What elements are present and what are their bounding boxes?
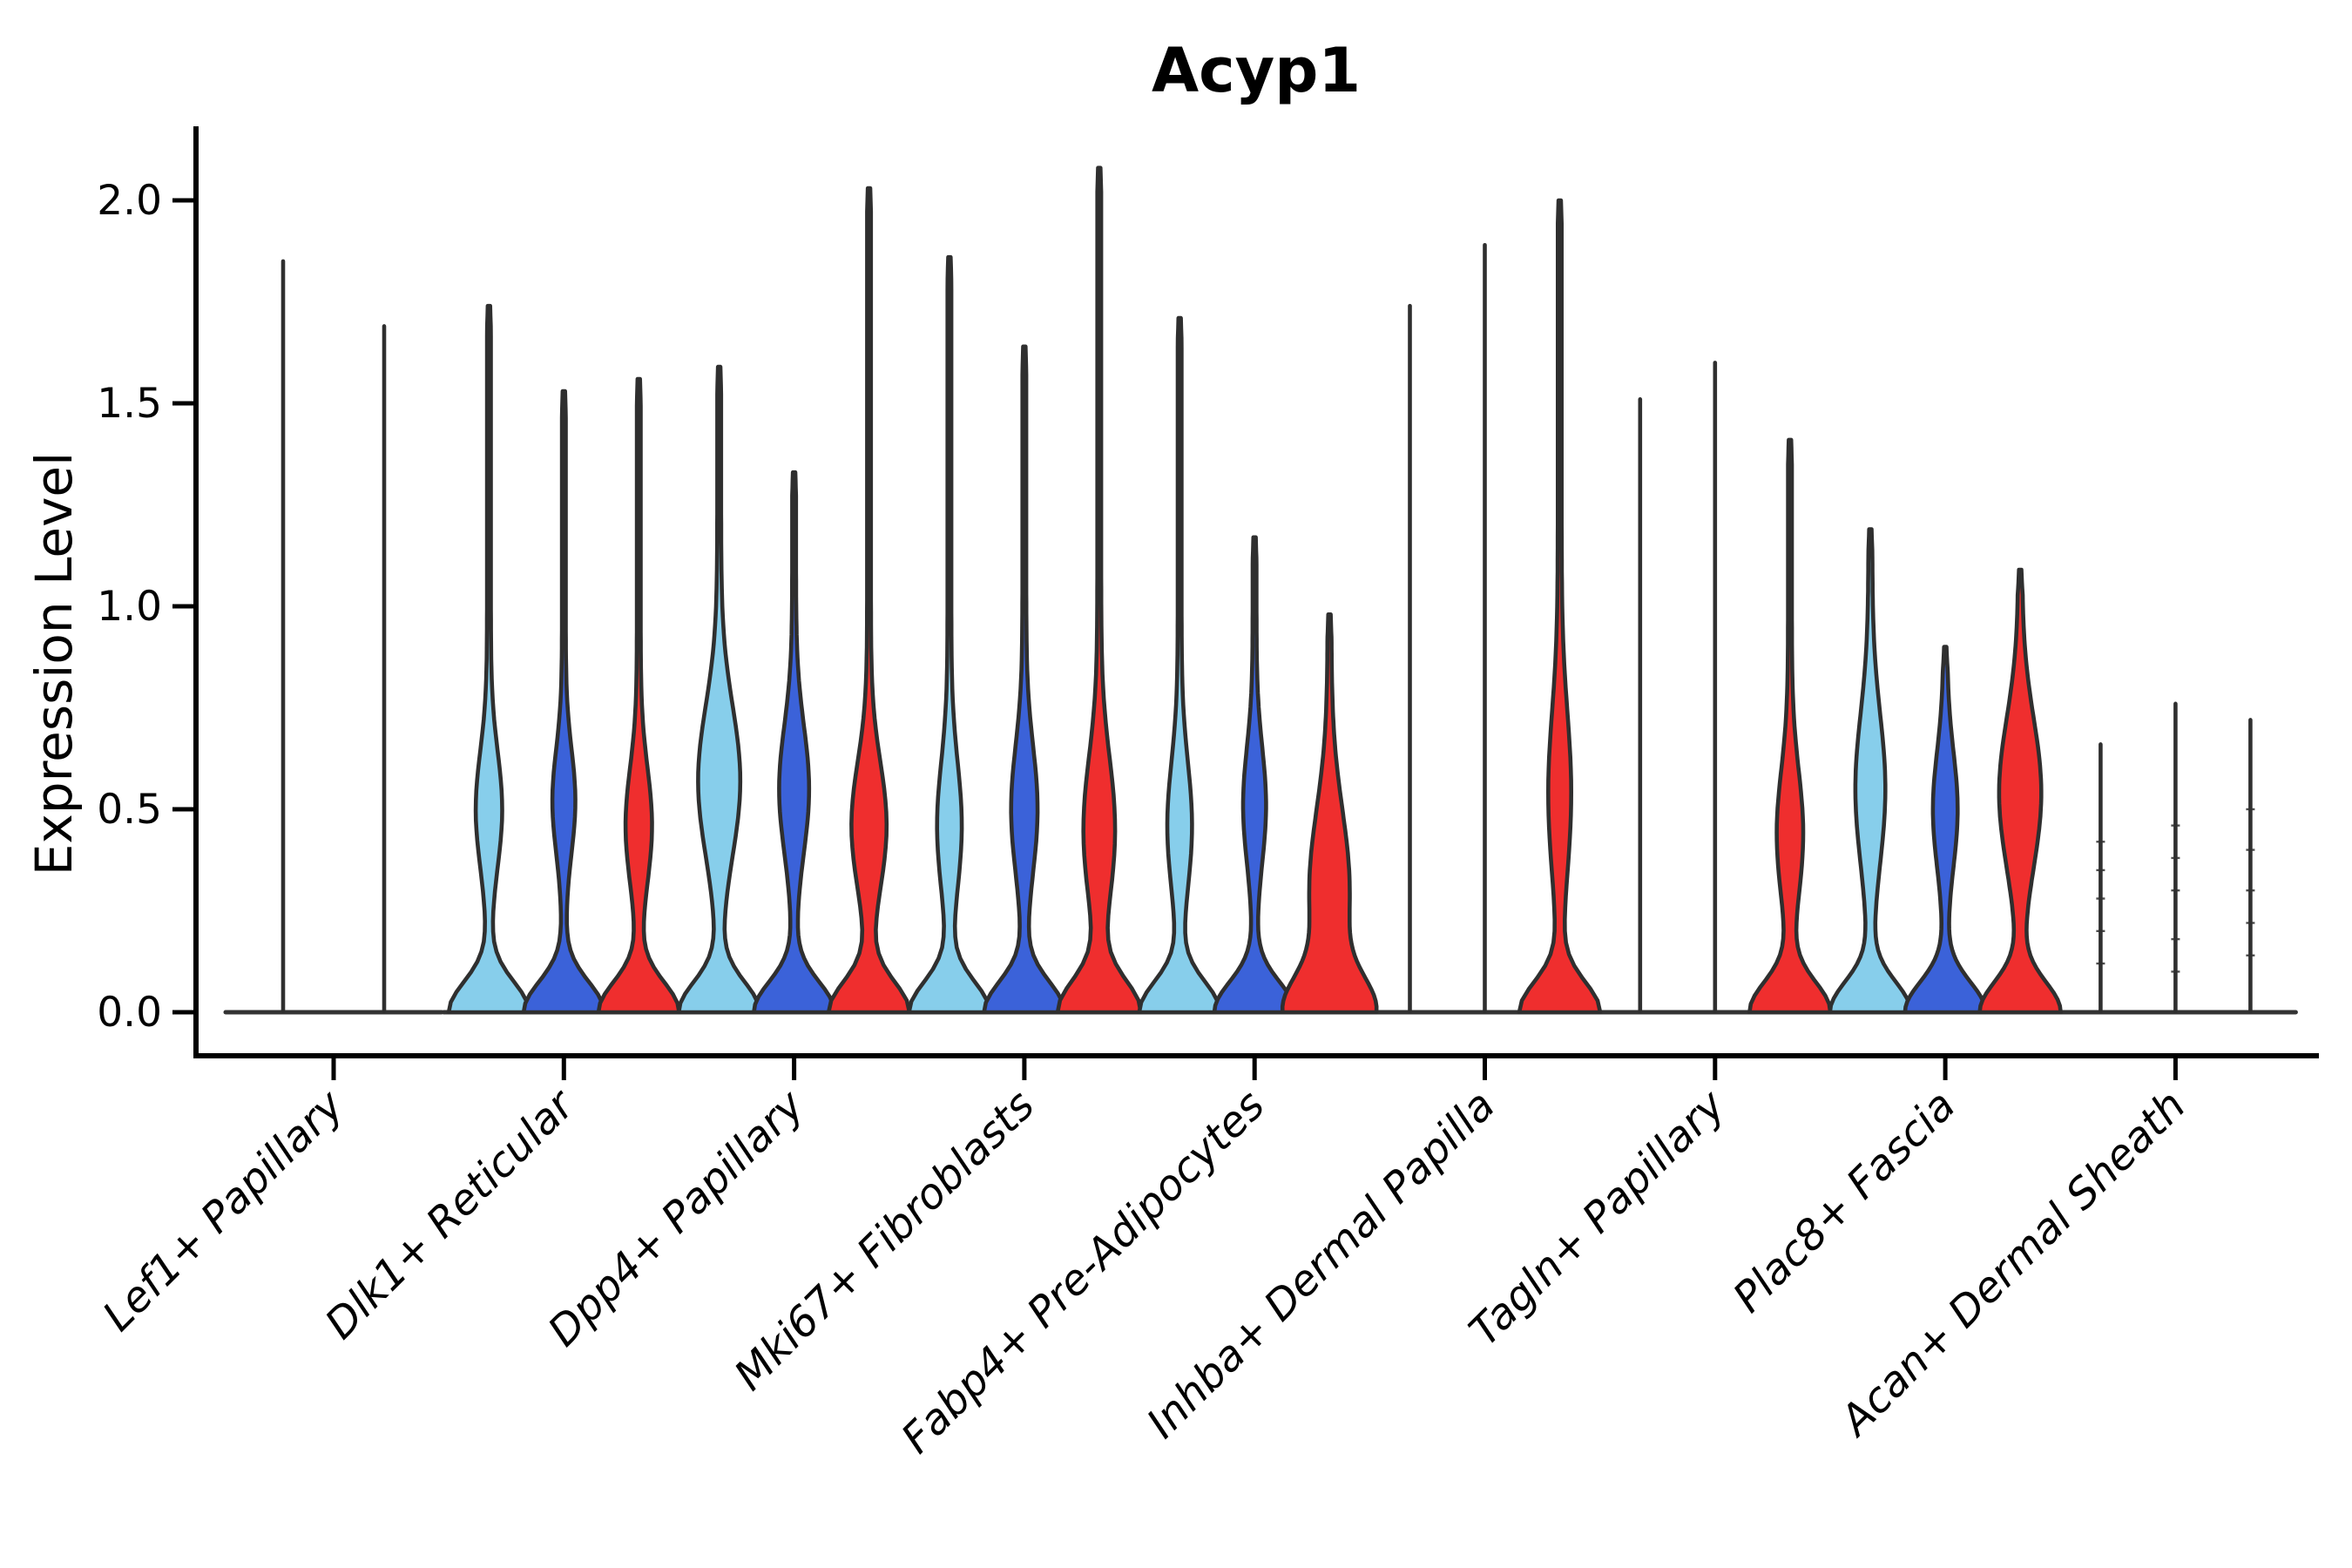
y-tick-label: 2.0 xyxy=(97,177,162,225)
violin-light_blue xyxy=(1828,527,1913,1015)
violin-red xyxy=(1747,437,1833,1015)
y-ticks-layer: 0.0 0.5 1.0 1.5 2.0 xyxy=(97,177,196,1037)
violin-red xyxy=(1977,567,2063,1015)
violin-red xyxy=(1280,612,1379,1015)
violin-red xyxy=(596,376,681,1015)
violin-dark_blue xyxy=(752,470,837,1015)
violin-red xyxy=(1517,198,1603,1015)
y-tick-label: 0.0 xyxy=(97,989,162,1037)
violin-red xyxy=(826,186,912,1015)
violin-dark_blue xyxy=(982,344,1067,1015)
violin-red xyxy=(1055,166,1143,1015)
violin-light_blue xyxy=(676,364,762,1015)
y-tick-label: 1.0 xyxy=(97,583,162,631)
y-tick-label: 1.5 xyxy=(97,380,162,428)
violin-light_blue xyxy=(1137,315,1222,1015)
violin-dark_blue xyxy=(1903,645,1988,1015)
spike-lines-layer xyxy=(280,242,2255,1013)
violin-light_blue xyxy=(907,254,992,1015)
y-axis-label: Expression Level xyxy=(24,452,84,875)
violin-dark_blue xyxy=(521,389,606,1015)
plot-title: Acyp1 xyxy=(1152,35,1361,106)
violin-dark_blue xyxy=(1212,535,1297,1015)
y-tick-label: 0.5 xyxy=(97,786,162,834)
violin-light_blue xyxy=(446,303,531,1015)
violins-layer xyxy=(446,166,2063,1015)
